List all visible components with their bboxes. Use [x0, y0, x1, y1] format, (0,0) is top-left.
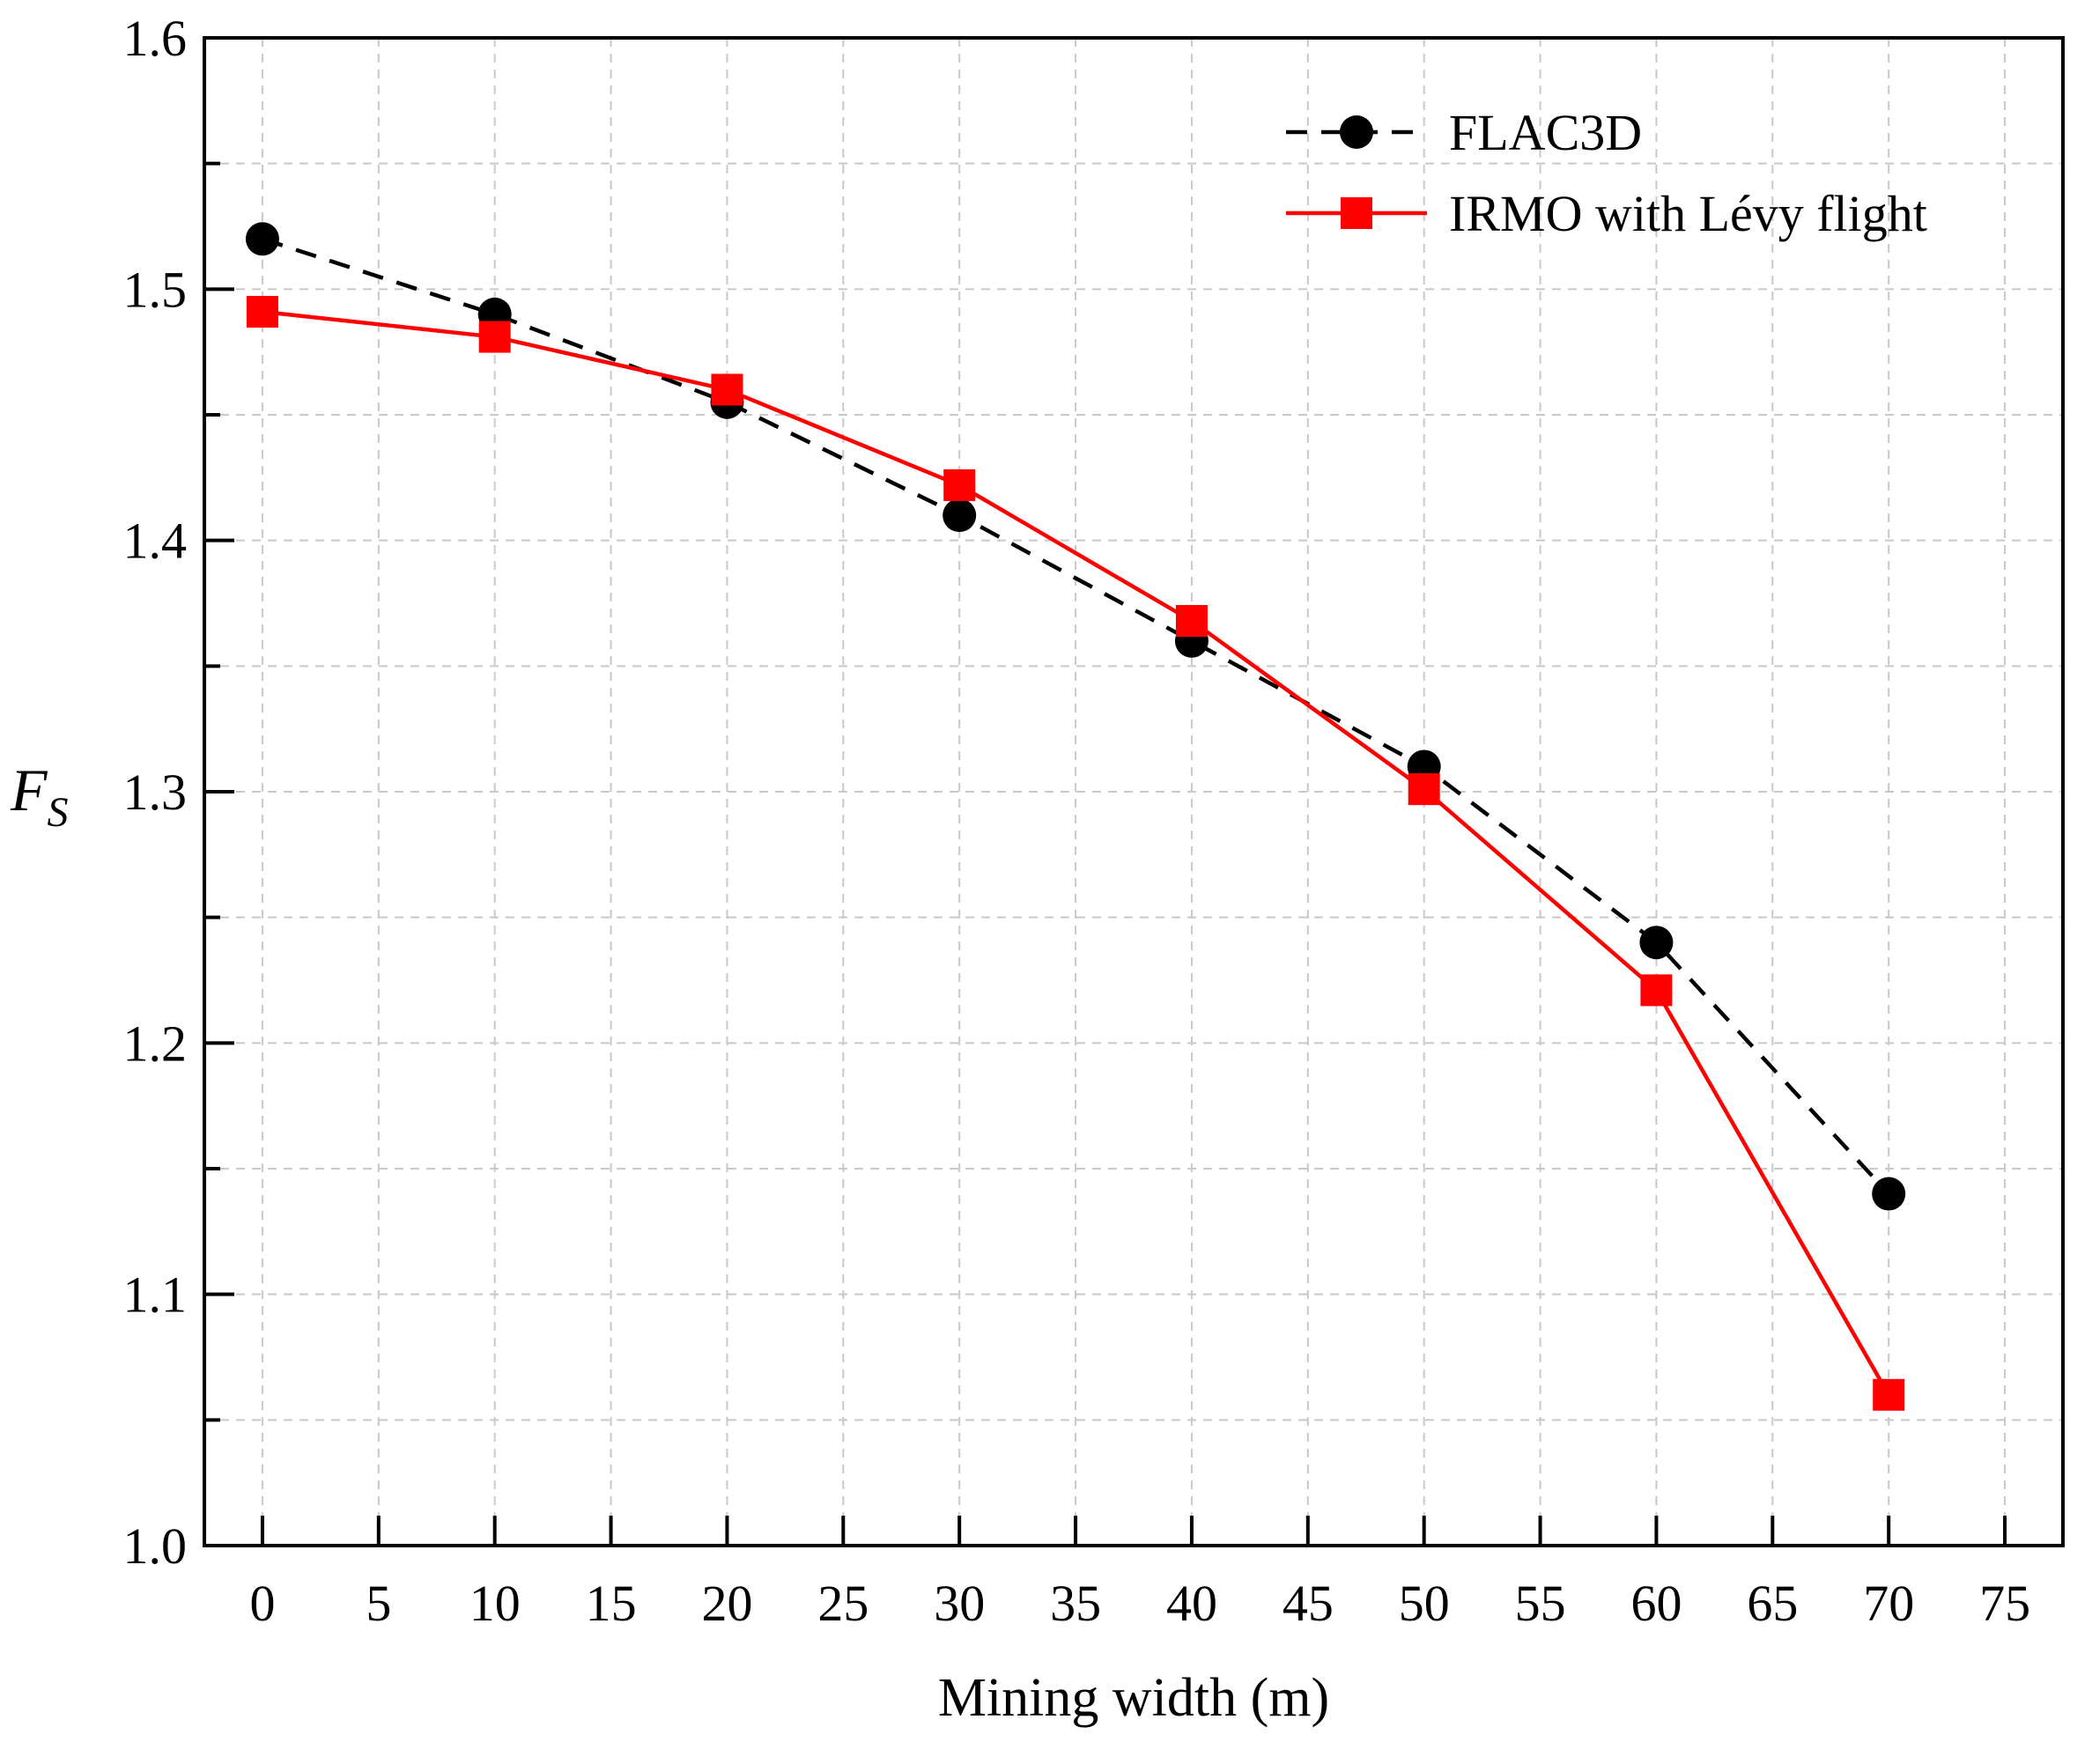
data-point: [1873, 1378, 1905, 1411]
y-tick-label: 1.0: [123, 1517, 188, 1575]
x-tick-label: 35: [1050, 1575, 1101, 1632]
data-point: [246, 296, 278, 328]
data-point: [1639, 926, 1674, 960]
plot-frame: [203, 36, 2065, 1547]
x-tick-label: 55: [1515, 1575, 1566, 1632]
x-tick-label: 15: [586, 1575, 637, 1632]
y-axis-title-main: F: [10, 757, 48, 823]
x-tick-label: 25: [817, 1575, 869, 1632]
data-point: [1408, 773, 1440, 806]
tick-labels: 0 5 10 15 20 25 30 35 40 45 50 55 60 65 70 75 1.0 1.1 1.2 1…: [123, 10, 2031, 1632]
x-tick-label: 70: [1863, 1575, 1914, 1632]
axis-ticks: [204, 36, 2007, 1547]
x-axis-title: Mining width (m): [938, 1668, 1329, 1728]
y-tick-label: 1.6: [123, 10, 188, 67]
x-tick-label: 60: [1630, 1575, 1682, 1632]
legend-marker: [1341, 197, 1372, 229]
x-tick-label: 75: [1979, 1575, 2030, 1632]
x-tick-label: 40: [1166, 1575, 1217, 1632]
x-tick-label: 30: [934, 1575, 985, 1632]
y-axis-title-subscript: S: [48, 789, 69, 836]
y-tick-label: 1.4: [123, 513, 188, 570]
data-point: [943, 498, 977, 533]
legend: FLAC3D IRMO with Lévy flight: [1286, 104, 1927, 242]
x-tick-label: 20: [701, 1575, 752, 1632]
data-point: [1640, 974, 1673, 1007]
grid-lines: [204, 37, 2063, 1546]
x-tick-label: 45: [1283, 1575, 1334, 1632]
series-line: [262, 237, 1890, 1196]
legend-marker: [1340, 115, 1373, 149]
legend-label: FLAC3D: [1449, 104, 1642, 161]
data-point: [1175, 604, 1208, 637]
legend-item: FLAC3D: [1286, 104, 1642, 161]
series-flac3d: [245, 222, 1906, 1211]
y-tick-label: 1.1: [123, 1266, 188, 1324]
series-irmo-with-l-vy-flight: [246, 296, 1905, 1411]
x-tick-label: 10: [469, 1575, 521, 1632]
y-axis-title: FS: [10, 757, 69, 836]
y-tick-label: 1.3: [123, 764, 188, 821]
data-point: [943, 469, 976, 501]
legend-item: IRMO with Lévy flight: [1286, 185, 1927, 242]
y-tick-label: 1.5: [123, 261, 188, 318]
series-layer: [245, 222, 1906, 1411]
x-tick-label: 65: [1747, 1575, 1798, 1632]
y-tick-label: 1.2: [123, 1015, 188, 1072]
legend-label: IRMO with Lévy flight: [1449, 185, 1927, 242]
x-tick-label: 5: [366, 1575, 391, 1632]
data-point: [245, 222, 279, 256]
data-point: [478, 321, 511, 353]
data-point: [711, 373, 743, 406]
x-tick-label: 0: [249, 1575, 275, 1632]
x-tick-label: 50: [1399, 1575, 1450, 1632]
data-point: [1872, 1177, 1906, 1211]
series-line: [262, 309, 1891, 1396]
